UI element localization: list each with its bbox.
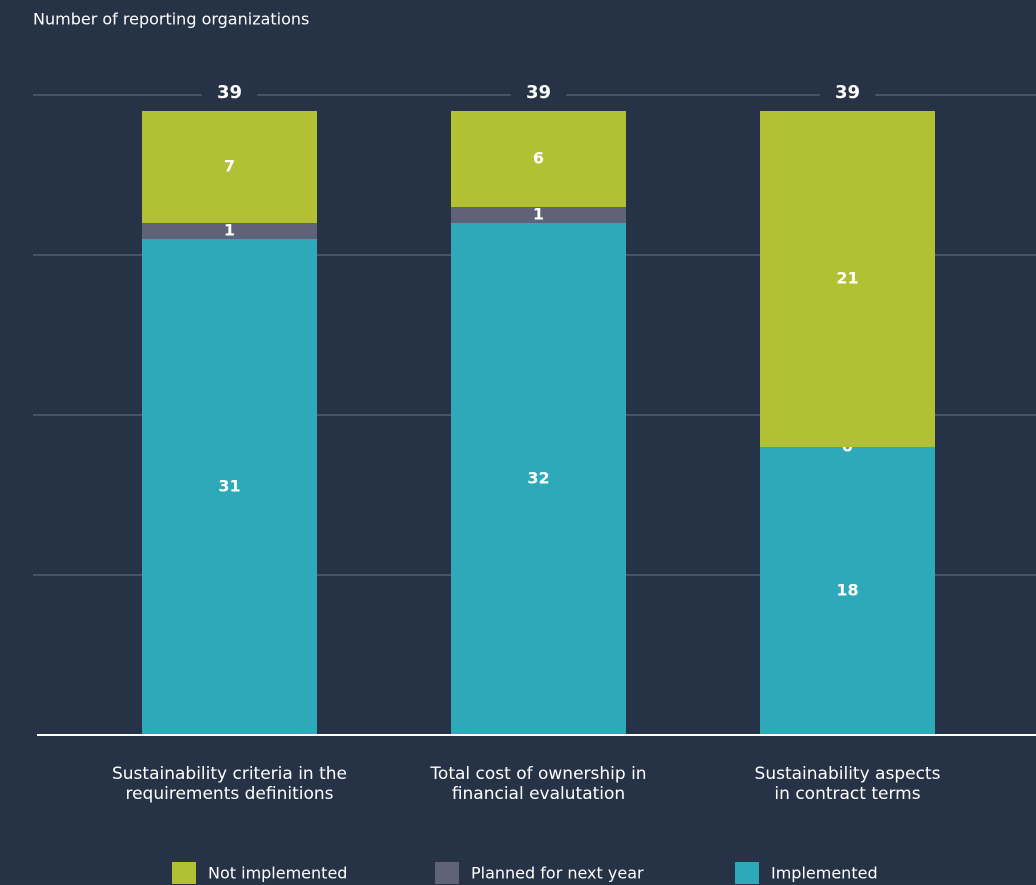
total-pill <box>201 81 258 105</box>
total-pill <box>819 81 876 105</box>
segment-label: 21 <box>836 269 858 288</box>
segment-label: 18 <box>836 581 858 600</box>
segment-label: 6 <box>533 149 544 168</box>
x-tick-label: Total cost of ownership in financial eva… <box>430 764 647 804</box>
bar-segment <box>451 111 626 207</box>
bar-segment <box>451 207 626 223</box>
x-tick-label: Sustainability aspects in contract terms <box>754 764 941 804</box>
legend-swatch <box>172 862 196 884</box>
legend-swatch <box>435 862 459 884</box>
legend-label: Not implemented <box>208 864 347 883</box>
axis-label: Number of reporting organizations <box>33 10 309 29</box>
bar-segment <box>760 111 935 447</box>
bar-segment <box>142 223 317 239</box>
bar-segment <box>451 223 626 735</box>
x-tick-label: Sustainability criteria in the requireme… <box>111 764 348 804</box>
segment-label: 32 <box>527 469 549 488</box>
legend-label: Planned for next year <box>471 864 644 883</box>
legend-label: Implemented <box>771 864 878 883</box>
bar-segment <box>142 239 317 735</box>
total-label: 39 <box>526 82 551 103</box>
segment-label: 1 <box>224 221 235 240</box>
segment-label: 1 <box>533 205 544 224</box>
bar-segment <box>142 111 317 223</box>
total-label: 39 <box>835 82 860 103</box>
total-label: 39 <box>217 82 242 103</box>
legend-swatch <box>735 862 759 884</box>
segment-label: 31 <box>218 477 240 496</box>
segment-label: 7 <box>224 157 235 176</box>
total-pill <box>510 81 567 105</box>
bar-segment <box>760 447 935 735</box>
